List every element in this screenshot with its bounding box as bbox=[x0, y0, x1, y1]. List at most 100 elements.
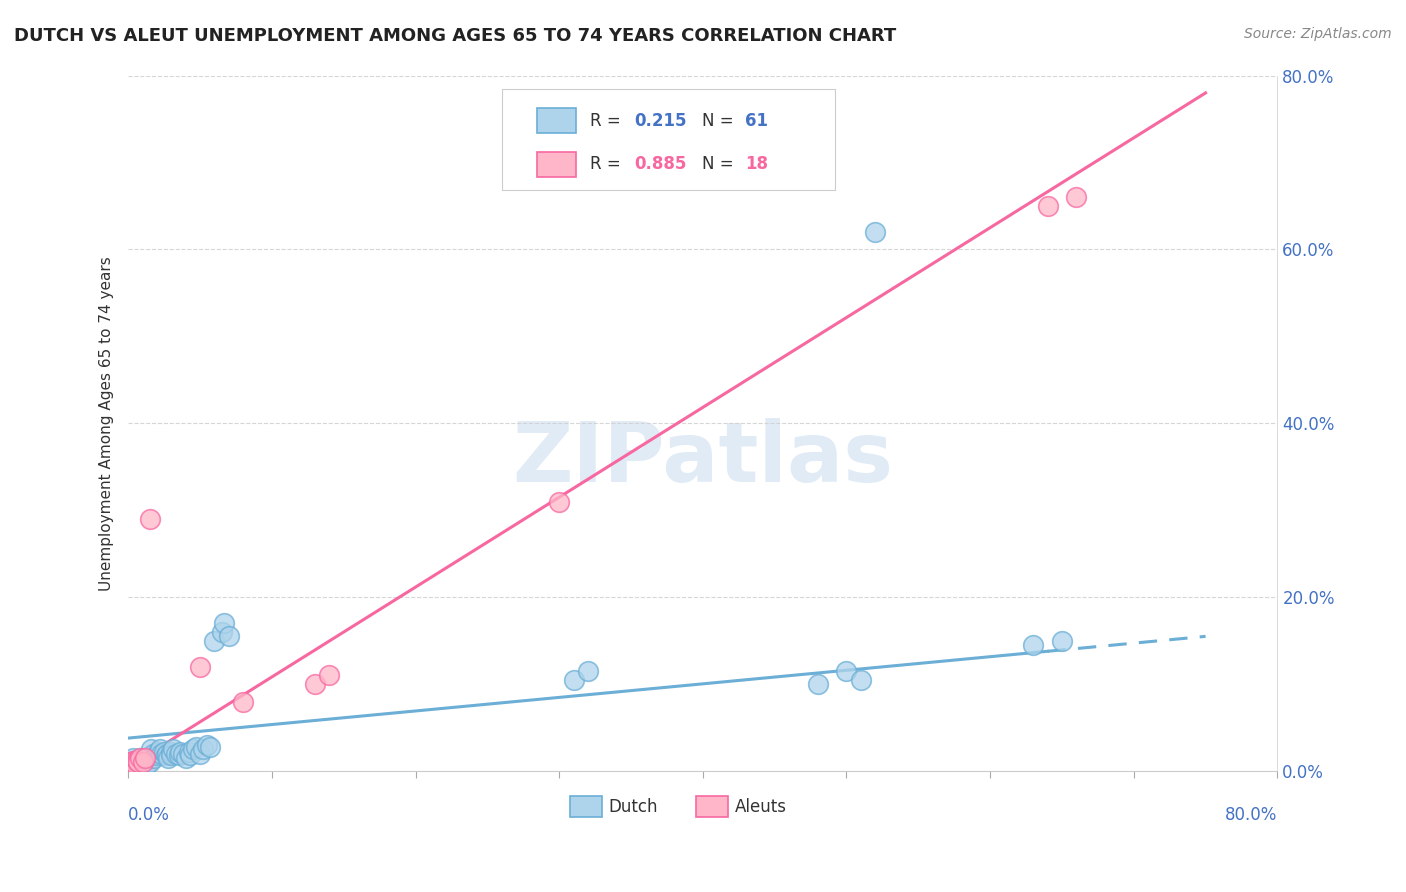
Point bbox=[172, 747, 194, 761]
Point bbox=[128, 751, 150, 765]
Point bbox=[204, 633, 226, 648]
Point bbox=[121, 757, 143, 772]
Point bbox=[1022, 638, 1045, 652]
Text: 0.215: 0.215 bbox=[634, 112, 686, 129]
Point bbox=[191, 742, 214, 756]
Point bbox=[174, 751, 197, 765]
Text: R =: R = bbox=[591, 155, 626, 173]
Point bbox=[131, 756, 153, 770]
Point bbox=[150, 747, 173, 761]
Point bbox=[120, 757, 142, 772]
Point bbox=[304, 677, 326, 691]
FancyBboxPatch shape bbox=[537, 108, 576, 133]
Point bbox=[127, 756, 149, 770]
Point bbox=[125, 754, 148, 768]
Point bbox=[118, 756, 141, 770]
Point bbox=[211, 625, 233, 640]
Point bbox=[121, 751, 143, 765]
Point bbox=[139, 756, 162, 770]
Point bbox=[135, 757, 157, 772]
Point bbox=[169, 745, 191, 759]
Text: ZIPatlas: ZIPatlas bbox=[512, 417, 893, 499]
Point bbox=[142, 747, 165, 761]
Point bbox=[139, 751, 162, 765]
Point bbox=[184, 739, 207, 754]
FancyBboxPatch shape bbox=[569, 797, 602, 817]
Point bbox=[1050, 633, 1073, 648]
Point bbox=[195, 738, 218, 752]
Point bbox=[156, 747, 179, 761]
Point bbox=[122, 759, 145, 773]
Point bbox=[134, 756, 156, 770]
Text: 61: 61 bbox=[745, 112, 768, 129]
Point bbox=[122, 754, 145, 768]
Point bbox=[218, 629, 240, 643]
Point bbox=[318, 668, 340, 682]
Point bbox=[177, 745, 200, 759]
Point bbox=[162, 742, 184, 756]
Text: R =: R = bbox=[591, 112, 626, 129]
Point bbox=[849, 673, 872, 687]
FancyBboxPatch shape bbox=[696, 797, 728, 817]
Point bbox=[863, 225, 886, 239]
Point bbox=[179, 748, 201, 763]
FancyBboxPatch shape bbox=[537, 152, 576, 177]
Point bbox=[124, 758, 146, 772]
Point bbox=[214, 616, 236, 631]
Point bbox=[155, 748, 177, 763]
Point bbox=[122, 756, 145, 770]
Point bbox=[121, 754, 143, 768]
Point bbox=[835, 664, 858, 678]
Text: Dutch: Dutch bbox=[609, 797, 658, 815]
Point bbox=[127, 756, 149, 770]
Point bbox=[157, 751, 180, 765]
Point bbox=[146, 748, 169, 763]
Text: DUTCH VS ALEUT UNEMPLOYMENT AMONG AGES 65 TO 74 YEARS CORRELATION CHART: DUTCH VS ALEUT UNEMPLOYMENT AMONG AGES 6… bbox=[14, 27, 896, 45]
Point bbox=[129, 756, 152, 770]
Text: 18: 18 bbox=[745, 155, 768, 173]
Point bbox=[124, 756, 146, 770]
Point bbox=[131, 754, 153, 768]
Point bbox=[128, 760, 150, 774]
Point bbox=[160, 745, 183, 759]
Point bbox=[127, 757, 149, 772]
Point bbox=[562, 673, 585, 687]
Point bbox=[1036, 199, 1059, 213]
Point bbox=[1066, 190, 1088, 204]
Point bbox=[160, 748, 183, 763]
Text: 0.0%: 0.0% bbox=[128, 805, 170, 824]
Point bbox=[165, 747, 187, 761]
Point bbox=[118, 756, 141, 770]
Point bbox=[143, 751, 166, 765]
Point bbox=[153, 745, 176, 759]
Point bbox=[120, 760, 142, 774]
Point bbox=[181, 742, 204, 756]
Point bbox=[125, 760, 148, 774]
Text: 0.885: 0.885 bbox=[634, 155, 686, 173]
Text: N =: N = bbox=[702, 155, 738, 173]
Point bbox=[132, 751, 155, 765]
FancyBboxPatch shape bbox=[502, 89, 835, 190]
Point bbox=[188, 660, 211, 674]
Point bbox=[134, 751, 156, 765]
Point bbox=[198, 739, 221, 754]
Point bbox=[148, 745, 170, 759]
Point bbox=[548, 494, 571, 508]
Point bbox=[149, 742, 172, 756]
Point bbox=[139, 512, 162, 526]
Point bbox=[128, 751, 150, 765]
Point bbox=[167, 748, 190, 763]
Point bbox=[188, 747, 211, 761]
Text: 80.0%: 80.0% bbox=[1225, 805, 1278, 824]
Point bbox=[807, 677, 830, 691]
Point bbox=[124, 757, 146, 772]
Point bbox=[125, 754, 148, 768]
Text: Source: ZipAtlas.com: Source: ZipAtlas.com bbox=[1244, 27, 1392, 41]
Text: Aleuts: Aleuts bbox=[735, 797, 787, 815]
Point bbox=[232, 695, 254, 709]
Point bbox=[131, 757, 153, 772]
Y-axis label: Unemployment Among Ages 65 to 74 years: Unemployment Among Ages 65 to 74 years bbox=[100, 256, 114, 591]
Point bbox=[576, 664, 599, 678]
Text: N =: N = bbox=[702, 112, 738, 129]
Point bbox=[141, 742, 163, 756]
